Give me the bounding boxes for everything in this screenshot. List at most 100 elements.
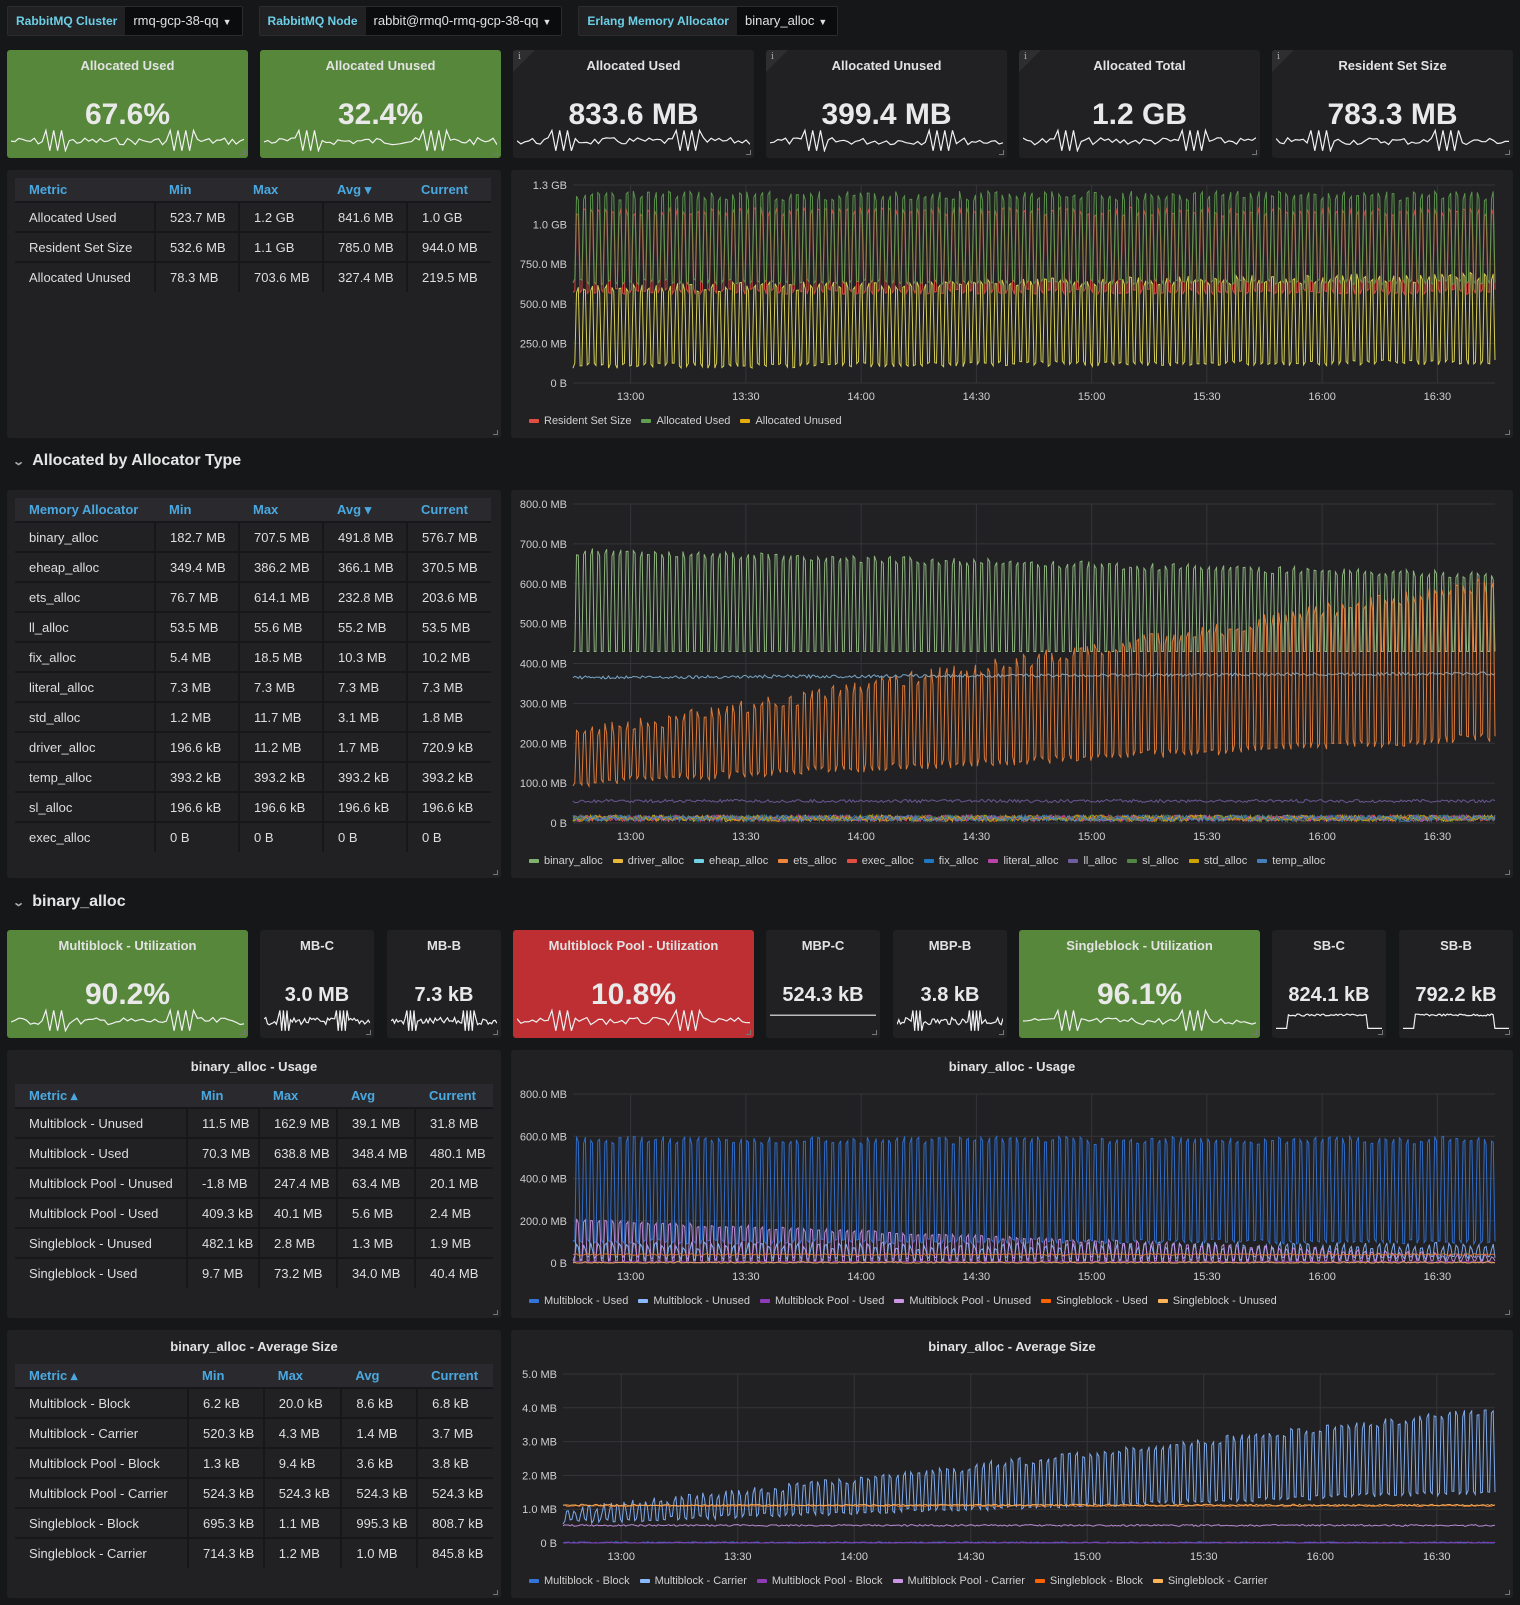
column-header[interactable]: Avg [337,1084,415,1108]
legend-item[interactable]: Singleblock - Used [1041,1295,1148,1307]
column-header[interactable]: Memory Allocator [15,498,155,522]
resize-handle[interactable] [1505,150,1510,155]
column-header[interactable]: Max [239,178,323,202]
legend-item[interactable]: exec_alloc [846,855,914,867]
stat-panel[interactable]: SB-C 824.1 kB [1272,930,1386,1038]
resize-handle[interactable] [240,150,245,155]
memory-overview-graph[interactable]: 0 B 250.0 MB 500.0 MB 750.0 MB 1.0 GB 1.3 GB 1… [511,170,1513,438]
legend-item[interactable]: Resident Set Size [529,415,631,427]
column-header[interactable]: Avg [341,1364,418,1388]
resize-handle[interactable] [493,870,498,875]
legend-item[interactable]: Multiblock Pool - Unused [894,1295,1031,1307]
legend-item[interactable]: Multiblock - Carrier [639,1575,747,1587]
stat-panel[interactable]: i Allocated Used 833.6 MB [513,50,754,158]
column-header[interactable]: Metric ▴ [15,1364,189,1388]
resize-handle[interactable] [1378,1030,1383,1035]
resize-handle[interactable] [366,1030,371,1035]
binary-avgsize-graph[interactable]: 0 B 1.0 MB 2.0 MB 3.0 MB 4.0 MB 5.0 MB 13:00 13… [511,1330,1513,1598]
resize-handle[interactable] [493,1590,498,1595]
column-header[interactable]: Avg ▾ [323,498,407,522]
stat-panel[interactable]: MBP-B 3.8 kB [893,930,1007,1038]
node-select[interactable]: rabbit@rmq0-rmq-gcp-38-qq ▼ [365,7,562,35]
legend-item[interactable]: ets_alloc [778,855,837,867]
column-header[interactable]: Max [239,498,323,522]
legend-item[interactable]: std_alloc [1188,855,1247,867]
stat-panel[interactable]: MBP-C 524.3 kB [766,930,880,1038]
legend-item[interactable]: sl_alloc [1127,855,1179,867]
resize-handle[interactable] [1252,1030,1257,1035]
legend-item[interactable]: Allocated Unused [740,415,842,427]
row-allocated-by-type[interactable]: ⌄ Allocated by Allocator Type [12,452,241,470]
stat-panel[interactable]: Multiblock - Utilization 90.2% [7,930,248,1038]
resize-handle[interactable] [999,150,1004,155]
column-header[interactable]: Current [407,178,491,202]
legend-item[interactable]: Singleblock - Block [1034,1575,1143,1587]
legend-item[interactable]: Multiblock Pool - Used [759,1295,884,1307]
column-header[interactable]: Min [188,1364,264,1388]
column-header[interactable]: Current [415,1084,493,1108]
column-header[interactable]: Metric [15,178,155,202]
stat-panel[interactable]: i Resident Set Size 783.3 MB [1272,50,1513,158]
info-icon[interactable]: i [1277,52,1280,62]
resize-handle[interactable] [1252,150,1257,155]
legend-item[interactable]: binary_alloc [529,855,603,867]
resize-handle[interactable] [1505,1590,1510,1595]
legend-item[interactable]: temp_alloc [1257,855,1325,867]
column-header[interactable]: Min [187,1084,259,1108]
stat-panel[interactable]: SB-B 792.2 kB [1399,930,1513,1038]
resize-handle[interactable] [746,1030,751,1035]
resize-handle[interactable] [493,150,498,155]
column-header[interactable]: Avg ▾ [323,178,407,202]
info-icon[interactable]: i [771,52,774,62]
column-header[interactable]: Current [407,498,491,522]
resize-handle[interactable] [1505,870,1510,875]
resize-handle[interactable] [872,1030,877,1035]
stat-panel[interactable]: i Allocated Unused 399.4 MB [766,50,1007,158]
stat-panel[interactable]: Allocated Used 67.6% [7,50,248,158]
stat-panel[interactable]: Singleblock - Utilization 96.1% [1019,930,1260,1038]
info-icon[interactable]: i [1024,52,1027,62]
resize-handle[interactable] [746,150,751,155]
info-corner[interactable] [1272,50,1294,72]
allocator-select[interactable]: binary_alloc ▼ [736,7,838,35]
legend-item[interactable]: Multiblock Pool - Carrier [892,1575,1025,1587]
resize-handle[interactable] [1505,1310,1510,1315]
stat-panel[interactable]: Multiblock Pool - Utilization 10.8% [513,930,754,1038]
stat-panel[interactable]: Allocated Unused 32.4% [260,50,501,158]
cluster-select[interactable]: rmq-gcp-38-qq ▼ [125,7,242,35]
legend-item[interactable]: Allocated Used [641,415,730,427]
legend-item[interactable]: literal_alloc [988,855,1058,867]
column-header[interactable]: Max [263,1364,342,1388]
column-header[interactable]: Min [155,178,239,202]
info-corner[interactable] [513,50,535,72]
resize-handle[interactable] [1505,1030,1510,1035]
row-binary-alloc[interactable]: ⌄ binary_alloc [12,893,125,911]
stat-panel[interactable]: MB-C 3.0 MB [260,930,374,1038]
legend-item[interactable]: Multiblock - Used [529,1295,628,1307]
resize-handle[interactable] [493,430,498,435]
info-corner[interactable] [1019,50,1041,72]
legend-item[interactable]: Multiblock - Unused [638,1295,750,1307]
binary-usage-graph[interactable]: 0 B 200.0 MB 400.0 MB 600.0 MB 800.0 MB 13:00… [511,1050,1513,1318]
info-corner[interactable] [766,50,788,72]
column-header[interactable]: Current [417,1364,493,1388]
column-header[interactable]: Metric ▴ [15,1084,187,1108]
legend-item[interactable]: ll_alloc [1068,855,1117,867]
legend-item[interactable]: eheap_alloc [693,855,768,867]
column-header[interactable]: Min [155,498,239,522]
allocator-type-graph[interactable]: 0 B 100.0 MB 200.0 MB 300.0 MB 400.0 MB 500.0… [511,490,1513,878]
stat-panel[interactable]: i Allocated Total 1.2 GB [1019,50,1260,158]
legend-item[interactable]: Singleblock - Carrier [1152,1575,1268,1587]
resize-handle[interactable] [493,1310,498,1315]
stat-panel[interactable]: MB-B 7.3 kB [387,930,501,1038]
info-icon[interactable]: i [518,52,521,62]
resize-handle[interactable] [493,1030,498,1035]
legend-item[interactable]: Singleblock - Unused [1157,1295,1277,1307]
legend-item[interactable]: Multiblock - Block [529,1575,630,1587]
resize-handle[interactable] [240,1030,245,1035]
legend-item[interactable]: Multiblock Pool - Block [756,1575,883,1587]
legend-item[interactable]: driver_alloc [612,855,684,867]
column-header[interactable]: Max [259,1084,337,1108]
legend-item[interactable]: fix_alloc [923,855,978,867]
resize-handle[interactable] [1505,430,1510,435]
